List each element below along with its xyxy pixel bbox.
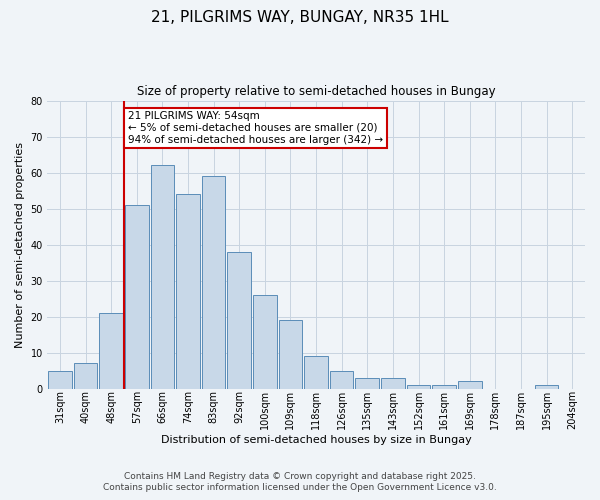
Bar <box>278 320 302 388</box>
Bar <box>227 252 251 388</box>
Y-axis label: Number of semi-detached properties: Number of semi-detached properties <box>15 142 25 348</box>
X-axis label: Distribution of semi-detached houses by size in Bungay: Distribution of semi-detached houses by … <box>161 435 472 445</box>
Bar <box>381 378 404 388</box>
Text: 21, PILGRIMS WAY, BUNGAY, NR35 1HL: 21, PILGRIMS WAY, BUNGAY, NR35 1HL <box>151 10 449 25</box>
Text: Contains HM Land Registry data © Crown copyright and database right 2025.
Contai: Contains HM Land Registry data © Crown c… <box>103 472 497 492</box>
Bar <box>253 295 277 388</box>
Text: 21 PILGRIMS WAY: 54sqm
← 5% of semi-detached houses are smaller (20)
94% of semi: 21 PILGRIMS WAY: 54sqm ← 5% of semi-deta… <box>128 112 383 144</box>
Bar <box>176 194 200 388</box>
Bar <box>48 370 71 388</box>
Bar <box>125 205 149 388</box>
Bar <box>535 385 559 388</box>
Bar <box>458 382 482 388</box>
Bar <box>151 166 174 388</box>
Bar <box>304 356 328 388</box>
Bar <box>433 385 456 388</box>
Bar <box>355 378 379 388</box>
Bar <box>330 370 353 388</box>
Bar <box>100 313 123 388</box>
Bar <box>202 176 226 388</box>
Bar <box>407 385 430 388</box>
Title: Size of property relative to semi-detached houses in Bungay: Size of property relative to semi-detach… <box>137 85 496 98</box>
Bar <box>74 364 97 388</box>
